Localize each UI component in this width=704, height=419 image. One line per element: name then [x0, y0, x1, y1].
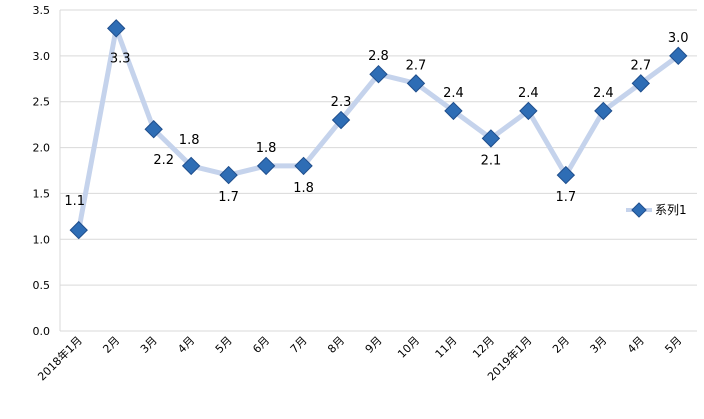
y-tick-label: 1.5 — [33, 187, 51, 200]
data-label: 2.2 — [153, 153, 174, 168]
x-tick-label: 11月 — [433, 334, 460, 361]
data-label: 2.7 — [630, 58, 651, 73]
y-tick-label: 3.5 — [33, 4, 51, 17]
data-point-marker — [181, 156, 201, 176]
data-point-marker — [331, 110, 351, 130]
data-label: 2.1 — [481, 153, 502, 168]
data-point-marker — [406, 74, 426, 93]
x-tick-label: 5月 — [213, 334, 235, 356]
data-label: 2.7 — [406, 58, 427, 73]
data-label: 2.3 — [331, 95, 352, 110]
data-point-marker — [631, 74, 650, 93]
y-tick-label: 1.0 — [33, 233, 51, 246]
x-tick-label: 2月 — [550, 334, 572, 356]
x-tick-label: 2月 — [100, 334, 122, 356]
x-tick-label: 3月 — [138, 334, 160, 356]
data-label: 1.8 — [293, 181, 314, 196]
x-tick-label: 2018年1月 — [35, 333, 85, 383]
y-tick-label: 3.0 — [33, 50, 51, 63]
data-label: 1.7 — [556, 190, 577, 205]
x-tick-label: 4月 — [625, 334, 647, 356]
x-tick-label: 5月 — [662, 334, 684, 356]
data-point-marker — [219, 165, 238, 185]
y-tick-label: 0.5 — [33, 279, 51, 292]
data-point-marker — [444, 101, 463, 121]
y-tick-label: 2.0 — [33, 142, 51, 155]
legend: 系列1 — [626, 202, 687, 218]
grid-lines — [59, 9, 697, 332]
data-point-marker — [107, 19, 126, 38]
data-label: 3.0 — [668, 31, 689, 46]
data-point-marker — [294, 156, 313, 176]
legend-label: 系列1 — [655, 203, 687, 217]
data-label: 1.7 — [218, 190, 239, 205]
x-tick-label: 9月 — [363, 334, 385, 356]
x-tick-label: 6月 — [250, 334, 272, 356]
data-label: 1.8 — [179, 133, 200, 148]
legend-marker-icon — [631, 202, 647, 218]
y-tick-label: 0.0 — [33, 325, 51, 338]
data-point-marker — [369, 65, 388, 84]
series-markers — [69, 19, 688, 240]
y-tick-label: 2.5 — [33, 96, 51, 109]
data-label: 2.8 — [368, 49, 389, 64]
data-point-marker — [556, 165, 576, 185]
data-point-marker — [519, 101, 538, 121]
x-tick-label: 10月 — [395, 334, 422, 361]
data-point-marker — [669, 46, 688, 66]
x-tick-label: 7月 — [288, 334, 310, 356]
x-tick-label: 8月 — [325, 334, 347, 356]
data-label: 2.4 — [518, 86, 539, 101]
data-point-marker — [256, 156, 276, 176]
data-label: 2.4 — [593, 86, 614, 101]
x-tick-label: 12月 — [470, 334, 497, 361]
data-label: 3.3 — [110, 51, 131, 66]
data-label: 2.4 — [443, 86, 464, 101]
data-label: 1.8 — [256, 141, 277, 156]
data-labels: 1.1 3.3 2.2 1.8 1.7 1.8 1.8 2.3 2.8 2.7 2.4 2.1 2.4 1… — [64, 31, 688, 209]
data-point-marker — [594, 101, 613, 121]
x-tick-label: 4月 — [175, 334, 197, 356]
data-label: 1.1 — [64, 194, 85, 209]
x-tick-label: 3月 — [588, 334, 610, 356]
data-point-marker — [144, 120, 163, 139]
data-point-marker — [69, 220, 88, 240]
y-axis-tick-labels: 0.0 0.5 1.0 1.5 2.0 2.5 3.0 3.5 — [33, 4, 51, 338]
data-point-marker — [481, 129, 501, 148]
